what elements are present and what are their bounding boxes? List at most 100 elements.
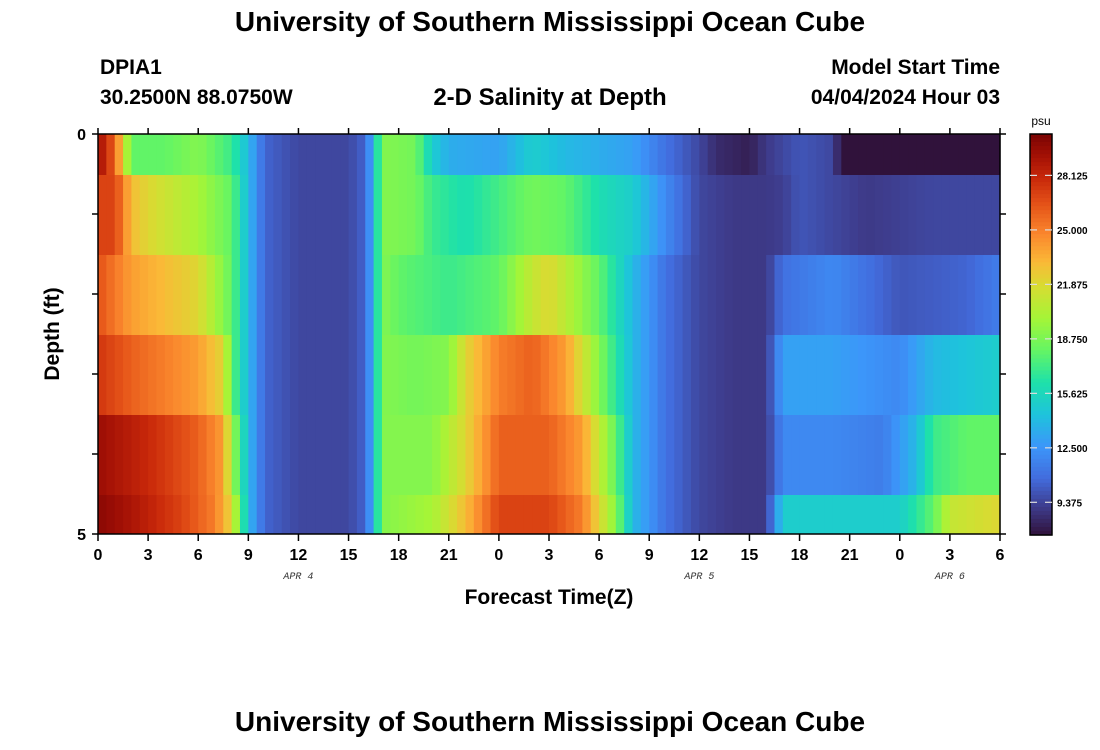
heatmap-cell xyxy=(858,495,867,534)
heatmap-cell xyxy=(106,255,116,335)
heatmap-cell xyxy=(490,495,500,534)
heatmap-cell xyxy=(807,134,817,175)
heatmap-cell xyxy=(966,134,976,175)
heatmap-cell xyxy=(590,134,600,175)
heatmap-cell xyxy=(624,495,634,534)
heatmap-cell xyxy=(599,175,609,255)
heatmap-cell xyxy=(457,175,467,255)
heatmap-cell xyxy=(273,495,283,534)
heatmap-cell xyxy=(348,495,358,534)
heatmap-cell xyxy=(782,415,792,495)
heatmap-cell xyxy=(440,175,450,255)
heatmap-cell xyxy=(331,134,341,175)
heatmap-cell xyxy=(941,335,951,415)
chart-subtitle: 2-D Salinity at Depth xyxy=(433,84,667,111)
heatmap-cell xyxy=(315,335,325,415)
y-tick-label: 0 xyxy=(77,127,86,144)
heatmap-cell xyxy=(415,335,425,415)
heatmap-cell xyxy=(682,415,692,495)
heatmap-cell xyxy=(173,255,183,335)
y-axis-label: Depth (ft) xyxy=(41,287,64,380)
heatmap-cell xyxy=(373,495,383,534)
heatmap-cell xyxy=(98,335,107,415)
heatmap-cell xyxy=(482,134,492,175)
heatmap-cell xyxy=(432,255,442,335)
heatmap-cell xyxy=(365,415,375,495)
heatmap-cell xyxy=(131,335,141,415)
heatmap-cell xyxy=(390,415,400,495)
heatmap-cell xyxy=(615,495,625,534)
heatmap-cell xyxy=(223,175,233,255)
heatmap-cell xyxy=(899,255,909,335)
heatmap-cell xyxy=(966,415,976,495)
heatmap-cell xyxy=(891,255,901,335)
colorbar-band xyxy=(1030,426,1052,432)
heatmap-cell xyxy=(724,255,734,335)
heatmap-cell xyxy=(198,134,208,175)
colorbar-tick-label: 12.500 xyxy=(1057,444,1088,455)
colorbar-band xyxy=(1030,222,1052,227)
heatmap-cell xyxy=(549,415,558,495)
colorbar-band xyxy=(1030,514,1052,520)
heatmap-cell xyxy=(799,415,809,495)
colorbar-band xyxy=(1030,454,1052,460)
heatmap-cell xyxy=(941,415,951,495)
heatmap-cell xyxy=(807,495,817,534)
heatmap-cell xyxy=(181,255,191,335)
heatmap-cell xyxy=(398,175,408,255)
heatmap-cell xyxy=(874,415,884,495)
heatmap-cell xyxy=(757,255,767,335)
heatmap-cell xyxy=(114,134,124,175)
colorbar-band xyxy=(1030,382,1052,388)
heatmap-cell xyxy=(265,255,274,335)
heatmap-cell xyxy=(440,255,450,335)
heatmap-cell xyxy=(858,415,867,495)
heatmap-cell xyxy=(883,255,893,335)
heatmap-cell xyxy=(415,495,425,534)
heatmap-cell xyxy=(607,134,617,175)
heatmap-cell xyxy=(674,415,684,495)
heatmap-cell xyxy=(490,335,500,415)
heatmap-cell xyxy=(365,335,375,415)
heatmap-cell xyxy=(139,335,149,415)
x-tick-label: 3 xyxy=(545,547,554,564)
heatmap-cell xyxy=(674,255,684,335)
heatmap-cell xyxy=(523,134,533,175)
heatmap-cell xyxy=(440,415,450,495)
heatmap-cell xyxy=(448,175,458,255)
heatmap-cell xyxy=(465,175,475,255)
colorbar-band xyxy=(1030,414,1052,420)
heatmap-cell xyxy=(390,255,400,335)
heatmap-cell xyxy=(239,415,249,495)
colorbar-band xyxy=(1030,386,1052,392)
heatmap-cell xyxy=(674,134,684,175)
heatmap-cell xyxy=(281,255,291,335)
heatmap-cell xyxy=(532,175,542,255)
heatmap-cell xyxy=(732,495,742,534)
heatmap-cell xyxy=(690,175,700,255)
heatmap-cell xyxy=(415,415,425,495)
heatmap-cell xyxy=(214,255,224,335)
colorbar-band xyxy=(1030,394,1052,400)
x-tick-label: 3 xyxy=(945,547,954,564)
heatmap-cell xyxy=(908,335,918,415)
heatmap-cell xyxy=(515,134,525,175)
heatmap-cell xyxy=(281,415,291,495)
heatmap-cell xyxy=(741,255,751,335)
heatmap-cell xyxy=(766,255,776,335)
heatmap-cell xyxy=(690,335,700,415)
heatmap-cell xyxy=(916,335,926,415)
heatmap-cell xyxy=(774,134,784,175)
heatmap-cell xyxy=(273,335,283,415)
heatmap-cell xyxy=(515,255,525,335)
heatmap-cell xyxy=(498,134,508,175)
heatmap-cell xyxy=(916,415,926,495)
heatmap-cell xyxy=(331,255,341,335)
colorbar-band xyxy=(1030,490,1052,496)
heatmap-cell xyxy=(582,175,592,255)
heatmap-cell xyxy=(131,175,141,255)
heatmap-cell xyxy=(966,495,976,534)
heatmap-cell xyxy=(331,495,341,534)
heatmap-cell xyxy=(532,134,542,175)
